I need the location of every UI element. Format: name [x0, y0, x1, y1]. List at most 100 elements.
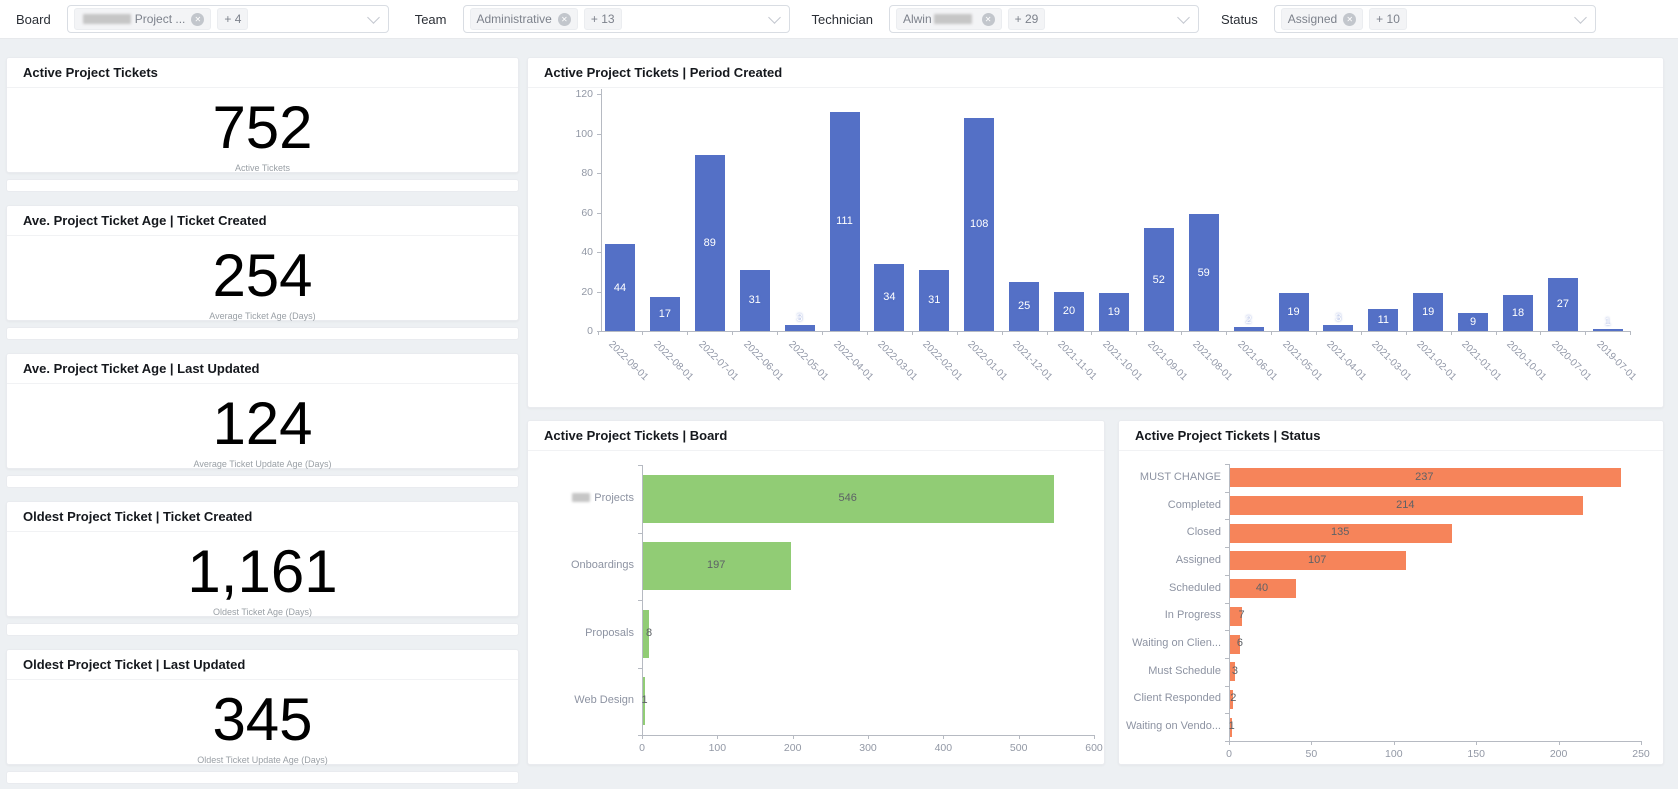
team-filter-overflow-badge[interactable]: + 13	[583, 8, 622, 30]
y-axis-tick	[1225, 685, 1229, 687]
x-axis-label: 2022-03-01	[875, 339, 920, 383]
period-bar[interactable]	[739, 269, 770, 331]
value-bar[interactable]	[1230, 662, 1235, 682]
remove-tag-icon[interactable]	[981, 12, 995, 26]
status-filter-overflow-badge[interactable]: + 10	[1369, 8, 1407, 30]
value-bar[interactable]	[1230, 468, 1621, 488]
bar-value-label: 27	[1556, 298, 1570, 311]
category-label: Client Responded	[1133, 692, 1221, 705]
chart-card-period-created: Active Project Tickets | Period Created …	[527, 57, 1664, 408]
period-bar[interactable]	[1458, 313, 1489, 331]
x-axis-tick	[1476, 741, 1478, 745]
bar-value-label: 34	[883, 291, 896, 304]
period-bar[interactable]	[649, 297, 680, 331]
status-filter-label: Status	[1220, 11, 1258, 27]
x-axis-label: 2022-02-01	[920, 339, 965, 383]
team-filter-tag[interactable]: Administrative	[469, 8, 578, 30]
period-bar[interactable]	[1547, 277, 1578, 331]
team-filter-select[interactable]: Administrative + 13	[462, 5, 790, 33]
value-bar[interactable]	[643, 474, 1055, 523]
bar-value-label: 107	[1307, 553, 1327, 566]
x-axis-label: 2021-10-01	[1100, 339, 1145, 383]
bar-value-label: 197	[707, 559, 726, 572]
period-bar[interactable]	[605, 244, 635, 331]
period-bar[interactable]	[1233, 327, 1264, 331]
period-bar[interactable]	[1323, 325, 1354, 331]
period-bar[interactable]	[919, 269, 950, 331]
period-bar[interactable]	[1503, 295, 1533, 331]
x-axis-tick	[1181, 331, 1183, 335]
x-axis-label: 2020-10-01	[1504, 339, 1549, 383]
x-axis-label: 2021-11-01	[1055, 339, 1099, 383]
category-label: Web Design	[574, 694, 634, 707]
period-bar[interactable]	[1278, 293, 1309, 331]
category-label: Completed	[1167, 498, 1221, 511]
value-bar[interactable]	[643, 677, 645, 726]
value-bar[interactable]	[1230, 634, 1240, 654]
period-bar[interactable]	[784, 325, 815, 331]
kpi-value: 124	[212, 390, 313, 457]
bar-value-label: 1	[641, 694, 648, 707]
card-title: Oldest Project Ticket | Last Updated	[7, 650, 518, 680]
period-bar[interactable]	[694, 155, 725, 331]
period-bar[interactable]	[1413, 293, 1444, 331]
y-axis-tick	[638, 667, 642, 669]
x-axis-tick	[1094, 735, 1095, 739]
x-axis-label: 100	[708, 742, 727, 754]
y-axis-tick	[597, 291, 601, 293]
x-axis-label: 0	[639, 742, 645, 754]
period-bar[interactable]	[874, 263, 905, 331]
y-axis-label: 80	[581, 167, 593, 179]
x-axis-label: 2021-06-01	[1234, 339, 1279, 383]
remove-tag-icon[interactable]	[191, 12, 205, 26]
period-bar[interactable]	[1009, 281, 1040, 331]
bar-value-label: 108	[970, 218, 989, 231]
team-filter-tag-label: Administrative	[476, 12, 552, 26]
period-bar[interactable]	[1143, 228, 1174, 331]
technician-filter-overflow-badge[interactable]: + 29	[1007, 8, 1046, 30]
kpi-caption: Oldest Ticket Update Age (Days)	[197, 755, 328, 765]
technician-filter-tag[interactable]: Alwin	[895, 8, 1002, 30]
period-bar[interactable]	[1098, 293, 1129, 331]
period-bar[interactable]	[829, 111, 860, 331]
value-bar[interactable]	[1230, 523, 1453, 543]
board-filter-overflow-badge[interactable]: + 4	[217, 8, 249, 30]
x-axis-label: 2021-09-01	[1145, 339, 1189, 383]
board-filter-tag[interactable]: Project ...	[73, 8, 212, 30]
kpi-value: 752	[212, 94, 313, 161]
chart-title: Active Project Tickets | Period Created	[528, 58, 1663, 88]
value-bar[interactable]	[643, 542, 792, 591]
value-bar[interactable]	[1230, 717, 1232, 737]
period-bar[interactable]	[1054, 291, 1084, 331]
y-axis-tick	[597, 252, 601, 253]
remove-tag-icon[interactable]	[1343, 12, 1357, 26]
period-bar[interactable]	[964, 117, 995, 331]
spacer-panel	[6, 771, 519, 784]
y-axis-line	[642, 465, 643, 735]
remove-tag-icon[interactable]	[557, 12, 571, 26]
value-bar[interactable]	[1230, 496, 1583, 516]
x-axis-tick	[777, 331, 779, 335]
x-axis-tick	[1360, 331, 1362, 335]
period-bar[interactable]	[1368, 309, 1399, 331]
x-axis-label: 2021-04-01	[1324, 339, 1369, 383]
value-bar[interactable]	[1230, 689, 1234, 709]
y-axis-label: 100	[575, 127, 593, 140]
value-bar[interactable]	[1230, 579, 1296, 599]
spacer-panel	[6, 475, 519, 488]
value-bar[interactable]	[1230, 551, 1407, 571]
value-bar[interactable]	[643, 609, 650, 658]
bar-value-label: 3	[796, 312, 803, 325]
status-filter-select[interactable]: Assigned + 10	[1273, 5, 1596, 33]
period-bar[interactable]	[1592, 329, 1623, 331]
period-bar[interactable]	[1188, 214, 1219, 331]
card-title: Active Project Tickets	[7, 58, 518, 88]
x-axis-tick	[868, 735, 869, 739]
value-bar[interactable]	[1230, 606, 1242, 626]
bar-value-label: 59	[1197, 266, 1210, 279]
technician-filter-select[interactable]: Alwin + 29	[888, 5, 1199, 33]
status-filter-tag[interactable]: Assigned	[1280, 8, 1364, 30]
board-filter-select[interactable]: Project ... + 4	[66, 5, 389, 33]
bar-value-label: 237	[1415, 470, 1434, 483]
chart-card-status: Active Project Tickets | Status 0 50 100 15…	[1118, 420, 1664, 765]
